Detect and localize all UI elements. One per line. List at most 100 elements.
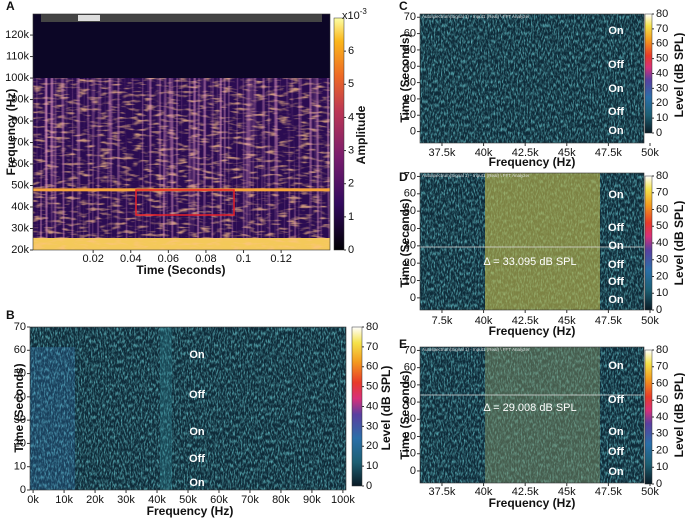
spectrogram-low-texture	[33, 238, 330, 250]
analysis-band	[485, 347, 600, 483]
colorbar-tick-label: 0	[366, 480, 372, 492]
state-label: On	[608, 125, 624, 137]
y-tick-label: 0	[410, 292, 416, 304]
colorbar-scale-exponent: -3	[360, 7, 368, 16]
colorbar-tick-label: 80	[656, 8, 668, 20]
x-tick-label: 0.1	[236, 253, 251, 265]
y-tick-label: 60	[14, 344, 26, 356]
plot-frame	[419, 13, 645, 144]
colorbar-tick-label: 0	[656, 478, 662, 490]
colorbar-tick-label: 70	[366, 341, 378, 353]
y-tick-label: 70	[404, 11, 416, 23]
colorbar-tick-label: 20	[656, 270, 668, 282]
x-tick-label: 60k	[210, 494, 228, 506]
colorbar-tick-label: 60	[656, 38, 668, 50]
delta-label: Δ = 33.095 dB SPL	[483, 256, 576, 268]
state-label: Off	[189, 389, 205, 401]
x-tick-label: 0.04	[120, 253, 141, 265]
colorbar-tick-label: 70	[656, 361, 668, 373]
y-tick-label: 40	[14, 391, 26, 403]
y-tick-label: 70k	[11, 136, 29, 148]
y-tick-label: 40	[404, 396, 416, 408]
analysis-band	[485, 173, 600, 310]
colorbar-tick-label: 20	[656, 444, 668, 456]
x-tick-label: 0.02	[82, 253, 103, 265]
y-tick-label: 70	[404, 170, 416, 182]
y-tick-label: 20	[404, 93, 416, 105]
y-tick-label: 120k	[5, 29, 29, 41]
x-tick-label: 45k	[558, 147, 576, 159]
y-tick-label: 30	[404, 240, 416, 252]
colorbar-tick-label: 60	[656, 203, 668, 215]
colorbar-tick-label: 0	[656, 304, 662, 316]
colorbar-tick-label: 6	[348, 45, 354, 57]
spectrogram-streaks	[33, 78, 330, 251]
x-tick-label: 0.06	[158, 253, 179, 265]
colorbar-tick-label: 4	[348, 111, 354, 123]
y-tick-label: 10	[404, 109, 416, 121]
x-axis-title: Frequency (Hz)	[489, 496, 576, 510]
x-tick-label: 40k	[148, 494, 166, 506]
state-label: Off	[608, 59, 624, 71]
x-tick-label: 50k	[641, 486, 659, 498]
y-axis-title: Time (Seconds)	[398, 198, 412, 287]
x-tick-label: 10k	[55, 494, 73, 506]
colorbar-title: Level (dB SPL)	[672, 201, 685, 286]
y-tick-label: 0	[410, 125, 416, 137]
panel-label: A	[6, 0, 15, 13]
scrollbar	[41, 14, 322, 22]
colorbar-tick-label: 5	[348, 78, 354, 90]
colorbar-tick-label: 10	[656, 287, 668, 299]
y-tick-label: 30k	[11, 222, 29, 234]
x-tick-label: 70k	[241, 494, 259, 506]
x-tick-label: 47.5k	[595, 315, 622, 327]
panel-label: B	[6, 308, 15, 322]
x-tick-label: 47.5k	[595, 486, 622, 498]
y-tick-label: 10	[14, 461, 26, 473]
colorbar-tick-label: 50	[366, 381, 378, 393]
x-tick-label: 0k	[27, 494, 39, 506]
x-tick-label: 37.5k	[429, 486, 456, 498]
state-label: On	[608, 83, 624, 95]
colorbar-tick-label: 40	[656, 411, 668, 423]
y-tick-label: 60k	[11, 158, 29, 170]
x-tick-label: 47.5k	[595, 147, 622, 159]
y-tick-label: 20k	[11, 244, 29, 256]
state-label: On	[189, 477, 205, 489]
state-label: Off	[608, 394, 624, 406]
colorbar-tick-label: 70	[656, 23, 668, 35]
state-label: On	[608, 466, 624, 478]
colorbar-tick-label: 10	[366, 460, 378, 472]
colorbar-tick-label: 30	[656, 82, 668, 94]
colorbar-tick-label: 80	[366, 321, 378, 333]
x-tick-label: 42.5k	[512, 147, 539, 159]
colorbar-tick-label: 10	[656, 461, 668, 473]
x-tick-label: 50k	[641, 147, 659, 159]
x-tick-label: 37.5k	[429, 147, 456, 159]
y-tick-label: 110k	[6, 50, 30, 62]
x-tick-label: 100k	[331, 494, 355, 506]
colorbar-tick-label: 60	[656, 377, 668, 389]
x-tick-label: 40k	[475, 315, 493, 327]
colorbar-tick-label: 30	[656, 254, 668, 266]
x-tick-label: 30k	[117, 494, 135, 506]
colorbar	[644, 13, 653, 134]
state-label: On	[608, 240, 624, 252]
y-axis-title: Time (Seconds)	[12, 363, 26, 452]
tone-column	[160, 327, 172, 490]
colorbar-tick-label: 0	[348, 244, 354, 256]
colorbar-tick-label: 20	[366, 440, 378, 452]
delta-label: Δ = 29.008 dB SPL	[483, 402, 576, 414]
colorbar	[644, 175, 653, 311]
y-tick-label: 50	[404, 44, 416, 56]
x-tick-label: 42.5k	[512, 315, 539, 327]
y-tick-label: 100k	[5, 72, 29, 84]
colorbar-title: Amplitude	[354, 105, 368, 164]
y-tick-label: 50	[14, 367, 26, 379]
state-label: On	[189, 349, 205, 361]
plot-frame	[419, 346, 645, 484]
colorbar	[333, 17, 345, 251]
state-label: Off	[608, 446, 624, 458]
state-label: On	[608, 426, 624, 438]
y-axis-title: Time (Seconds)	[398, 370, 412, 459]
